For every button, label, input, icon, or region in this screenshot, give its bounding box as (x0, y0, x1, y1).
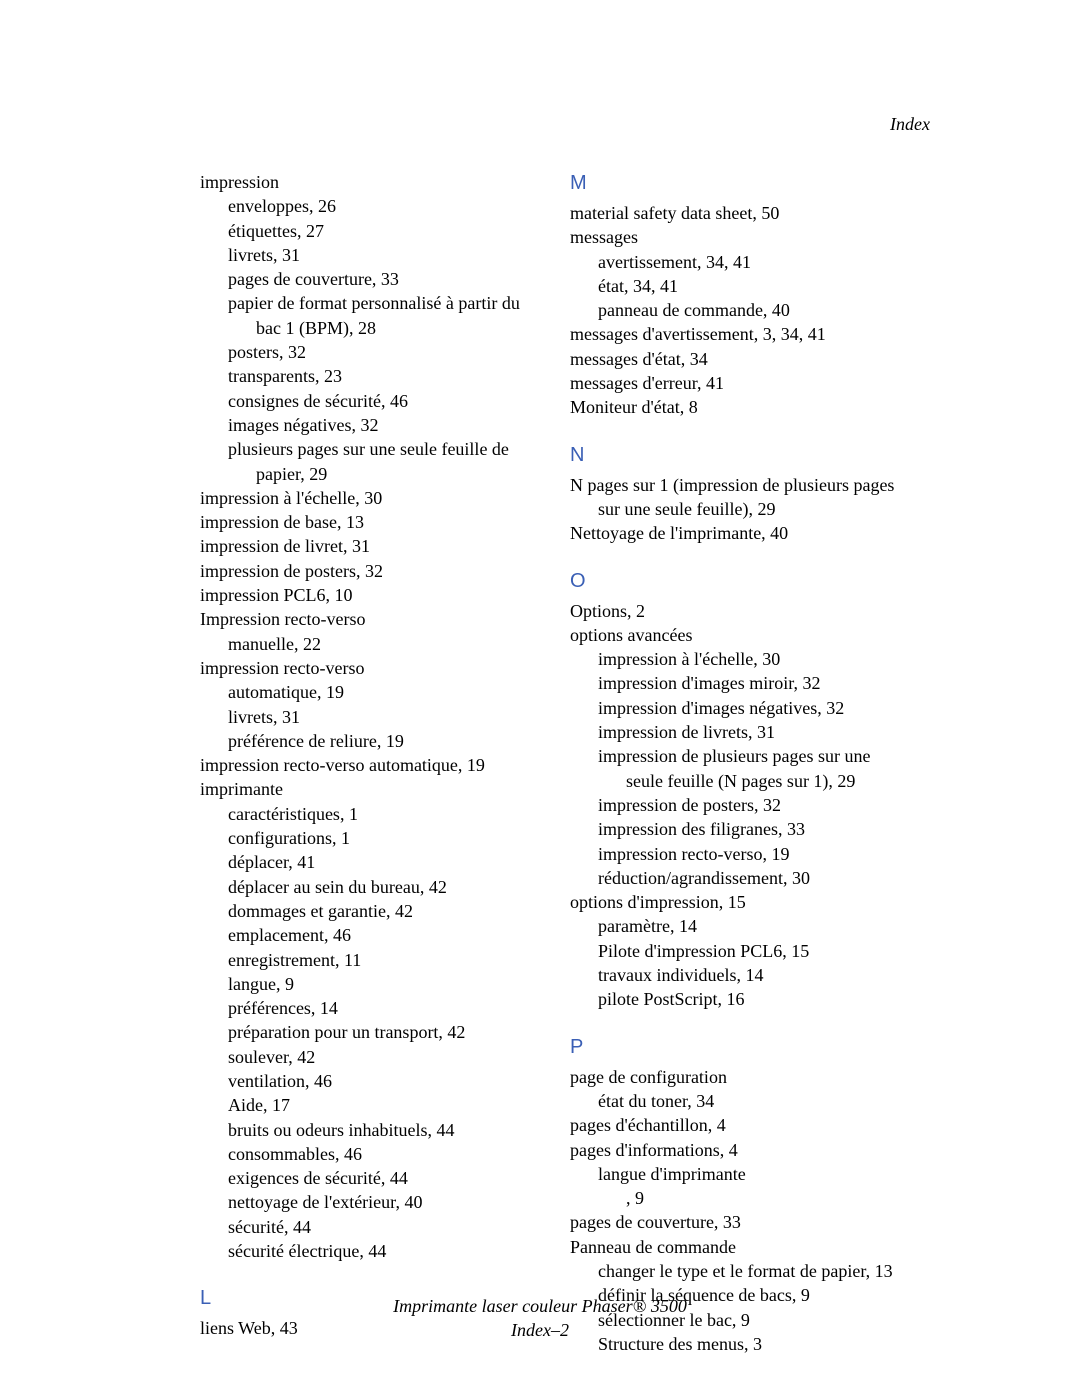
index-subentry: sécurité, 44 (200, 1215, 530, 1239)
index-subentry: état, 34, 41 (570, 274, 900, 298)
index-subentry: papier de format personnalisé à partir d… (200, 291, 530, 315)
index-subentry-cont: seule feuille (N pages sur 1), 29 (570, 769, 900, 793)
index-entry: impression PCL6, 10 (200, 583, 530, 607)
index-subentry: impression d'images négatives, 32 (570, 696, 900, 720)
index-subentry: réduction/agrandissement, 30 (570, 866, 900, 890)
index-subentry: consommables, 46 (200, 1142, 530, 1166)
index-subentry: impression à l'échelle, 30 (570, 647, 900, 671)
index-subentry: sécurité électrique, 44 (200, 1239, 530, 1263)
index-subentry: changer le type et le format de papier, … (570, 1259, 900, 1283)
index-subentry: impression recto-verso, 19 (570, 842, 900, 866)
index-entry: impression de livret, 31 (200, 534, 530, 558)
index-subentry: bruits ou odeurs inhabituels, 44 (200, 1118, 530, 1142)
index-subentry: impression de plusieurs pages sur une (570, 744, 900, 768)
index-subentry: avertissement, 34, 41 (570, 250, 900, 274)
index-subentry: emplacement, 46 (200, 923, 530, 947)
letter-heading-n: N (570, 442, 900, 469)
index-entry: impression (200, 170, 530, 194)
index-subentry: déplacer, 41 (200, 850, 530, 874)
index-subentry-cont: papier, 29 (200, 462, 530, 486)
index-subentry: état du toner, 34 (570, 1089, 900, 1113)
index-entry: page de configuration (570, 1065, 900, 1089)
index-entry: messages (570, 225, 900, 249)
index-subentry: impression d'images miroir, 32 (570, 671, 900, 695)
index-subentry: préférences, 14 (200, 996, 530, 1020)
index-entry: pages de couverture, 33 (570, 1210, 900, 1234)
index-subentry: consignes de sécurité, 46 (200, 389, 530, 413)
index-subentry: livrets, 31 (200, 705, 530, 729)
right-column: M material safety data sheet, 50 message… (570, 170, 900, 1356)
index-subentry-cont: , 9 (570, 1186, 900, 1210)
index-subentry: configurations, 1 (200, 826, 530, 850)
index-subentry: déplacer au sein du bureau, 42 (200, 875, 530, 899)
index-subentry: posters, 32 (200, 340, 530, 364)
index-entry: messages d'état, 34 (570, 347, 900, 371)
index-entry: material safety data sheet, 50 (570, 201, 900, 225)
page-header-label: Index (890, 112, 930, 136)
index-subentry: impression de posters, 32 (570, 793, 900, 817)
index-entry: impression recto-verso automatique, 19 (200, 753, 530, 777)
index-subentry: nettoyage de l'extérieur, 40 (200, 1190, 530, 1214)
index-subentry: langue, 9 (200, 972, 530, 996)
index-entry: impression à l'échelle, 30 (200, 486, 530, 510)
index-subentry: impression des filigranes, 33 (570, 817, 900, 841)
index-subentry: panneau de commande, 40 (570, 298, 900, 322)
index-subentry: travaux individuels, 14 (570, 963, 900, 987)
index-columns: impression enveloppes, 26 étiquettes, 27… (200, 170, 900, 1356)
letter-heading-m: M (570, 170, 900, 197)
index-subentry: automatique, 19 (200, 680, 530, 704)
index-subentry: langue d'imprimante (570, 1162, 900, 1186)
index-subentry: pages de couverture, 33 (200, 267, 530, 291)
index-entry: pages d'échantillon, 4 (570, 1113, 900, 1137)
index-entry: Nettoyage de l'imprimante, 40 (570, 521, 900, 545)
index-subentry: livrets, 31 (200, 243, 530, 267)
footer-line-1: Imprimante laser couleur Phaser® 3500 (0, 1295, 1080, 1318)
index-entry: options avancées (570, 623, 900, 647)
index-subentry: enregistrement, 11 (200, 948, 530, 972)
index-entry: Moniteur d'état, 8 (570, 395, 900, 419)
index-subentry: plusieurs pages sur une seule feuille de (200, 437, 530, 461)
index-subentry: paramètre, 14 (570, 914, 900, 938)
index-subentry: pilote PostScript, 16 (570, 987, 900, 1011)
index-entry-cont: sur une seule feuille), 29 (570, 497, 900, 521)
index-subentry: soulever, 42 (200, 1045, 530, 1069)
letter-heading-p: P (570, 1034, 900, 1061)
index-entry: N pages sur 1 (impression de plusieurs p… (570, 473, 900, 497)
index-subentry: impression de livrets, 31 (570, 720, 900, 744)
index-subentry: enveloppes, 26 (200, 194, 530, 218)
index-entry: options d'impression, 15 (570, 890, 900, 914)
index-entry: impression de posters, 32 (200, 559, 530, 583)
index-subentry: Aide, 17 (200, 1093, 530, 1117)
index-entry: imprimante (200, 777, 530, 801)
index-entry: Impression recto-verso (200, 607, 530, 631)
index-subentry: caractéristiques, 1 (200, 802, 530, 826)
index-subentry: transparents, 23 (200, 364, 530, 388)
index-subentry: Pilote d'impression PCL6, 15 (570, 939, 900, 963)
index-subentry: dommages et garantie, 42 (200, 899, 530, 923)
index-subentry: préparation pour un transport, 42 (200, 1020, 530, 1044)
index-entry: Panneau de commande (570, 1235, 900, 1259)
footer-line-2: Index–2 (0, 1319, 1080, 1342)
index-subentry: manuelle, 22 (200, 632, 530, 656)
index-entry: Options, 2 (570, 599, 900, 623)
index-subentry: images négatives, 32 (200, 413, 530, 437)
letter-heading-o: O (570, 568, 900, 595)
index-entry: impression de base, 13 (200, 510, 530, 534)
index-entry: impression recto-verso (200, 656, 530, 680)
page-footer: Imprimante laser couleur Phaser® 3500 In… (0, 1295, 1080, 1342)
left-column: impression enveloppes, 26 étiquettes, 27… (200, 170, 530, 1356)
index-subentry-cont: bac 1 (BPM), 28 (200, 316, 530, 340)
index-subentry: étiquettes, 27 (200, 219, 530, 243)
index-subentry: ventilation, 46 (200, 1069, 530, 1093)
index-entry: messages d'avertissement, 3, 34, 41 (570, 322, 900, 346)
index-entry: pages d'informations, 4 (570, 1138, 900, 1162)
index-subentry: exigences de sécurité, 44 (200, 1166, 530, 1190)
index-subentry: préférence de reliure, 19 (200, 729, 530, 753)
index-entry: messages d'erreur, 41 (570, 371, 900, 395)
